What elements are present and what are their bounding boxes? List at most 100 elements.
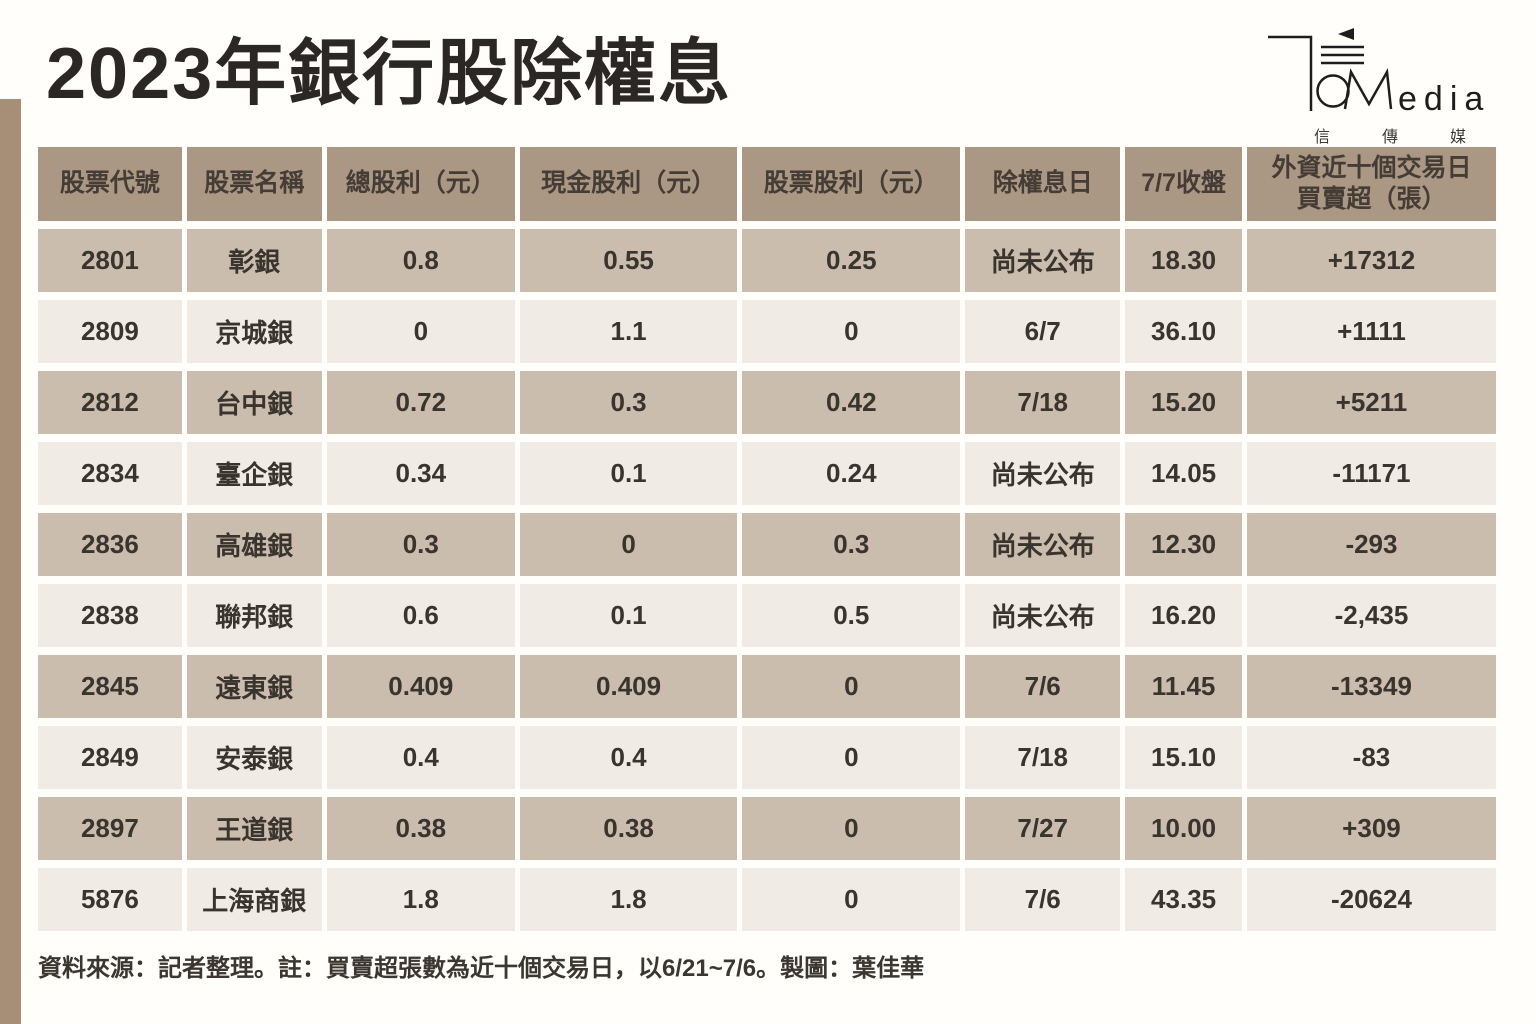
table-row: 2801 彰銀 0.8 0.55 0.25 尚未公布 18.30 +17312 <box>38 229 1496 292</box>
table-cell: 高雄銀 <box>186 513 322 576</box>
table-cell: 12.30 <box>1125 513 1242 576</box>
table-cell: -11171 <box>1246 442 1496 505</box>
column-header: 現金股利（元） <box>519 147 738 221</box>
table-cell: 0.409 <box>519 655 738 718</box>
table-cell: 2836 <box>38 513 182 576</box>
table-row: 2809 京城銀 0 1.1 0 6/7 36.10 +1111 <box>38 300 1496 363</box>
table-cell: 1.8 <box>519 868 738 931</box>
table-cell: +5211 <box>1246 371 1496 434</box>
table-cell: -13349 <box>1246 655 1496 718</box>
table-cell: -2,435 <box>1246 584 1496 647</box>
table-cell: 安泰銀 <box>186 726 322 789</box>
table-cell: 7/18 <box>965 726 1121 789</box>
table-cell: 遠東銀 <box>186 655 322 718</box>
table-cell: 0.72 <box>326 371 515 434</box>
table-cell: 2838 <box>38 584 182 647</box>
table-cell: 2834 <box>38 442 182 505</box>
column-header: 除權息日 <box>965 147 1121 221</box>
table-header-row: 股票代號 股票名稱 總股利（元） 現金股利（元） 股票股利（元） 除權息日 7/7收盤 外資近… <box>38 147 1496 221</box>
table-row: 2834 臺企銀 0.34 0.1 0.24 尚未公布 14.05 -11171 <box>38 442 1496 505</box>
table-cell: 0.3 <box>326 513 515 576</box>
table-row: 2897 王道銀 0.38 0.38 0 7/27 10.00 +309 <box>38 797 1496 860</box>
table-cell: 0.1 <box>519 442 738 505</box>
table-cell: 7/6 <box>965 868 1121 931</box>
table-cell: 14.05 <box>1125 442 1242 505</box>
table-cell: 尚未公布 <box>965 513 1121 576</box>
table-row: 2838 聯邦銀 0.6 0.1 0.5 尚未公布 16.20 -2,435 <box>38 584 1496 647</box>
table-cell: 0.6 <box>326 584 515 647</box>
footnote: 資料來源：記者整理。註：買賣超張數為近十個交易日，以6/21~7/6。製圖：葉佳… <box>38 955 925 982</box>
column-header: 總股利（元） <box>326 147 515 221</box>
column-header: 股票代號 <box>38 147 182 221</box>
table-cell: 2845 <box>38 655 182 718</box>
table-cell: 0.409 <box>326 655 515 718</box>
table-cell: 2809 <box>38 300 182 363</box>
table-cell: 36.10 <box>1125 300 1242 363</box>
table-cell: 尚未公布 <box>965 442 1121 505</box>
table-cell: 0.42 <box>742 371 961 434</box>
table-cell: 0 <box>326 300 515 363</box>
dividend-table: 股票代號 股票名稱 總股利（元） 現金股利（元） 股票股利（元） 除權息日 7/7收盤 外資近… <box>33 139 1501 939</box>
table-cell: 尚未公布 <box>965 584 1121 647</box>
table-cell: +309 <box>1246 797 1496 860</box>
table-row: 2845 遠東銀 0.409 0.409 0 7/6 11.45 -13349 <box>38 655 1496 718</box>
logo-wordmark: edia <box>1398 80 1490 118</box>
table-cell: 0.5 <box>742 584 961 647</box>
logo-subtext: 信傳媒 <box>1314 128 1518 146</box>
table-cell: 6/7 <box>965 300 1121 363</box>
table-cell: 0.38 <box>326 797 515 860</box>
table-cell: 王道銀 <box>186 797 322 860</box>
table-cell: 5876 <box>38 868 182 931</box>
table-row: 2849 安泰銀 0.4 0.4 0 7/18 15.10 -83 <box>38 726 1496 789</box>
table-cell: 2812 <box>38 371 182 434</box>
table-row: 2836 高雄銀 0.3 0 0.3 尚未公布 12.30 -293 <box>38 513 1496 576</box>
table-row: 2812 台中銀 0.72 0.3 0.42 7/18 15.20 +5211 <box>38 371 1496 434</box>
table-cell: 0.55 <box>519 229 738 292</box>
table-cell: 0.3 <box>519 371 738 434</box>
table-cell: -20624 <box>1246 868 1496 931</box>
table-cell: 0.38 <box>519 797 738 860</box>
table-cell: 18.30 <box>1125 229 1242 292</box>
table-cell: 7/18 <box>965 371 1121 434</box>
table-cell: 0.3 <box>742 513 961 576</box>
table-cell: 台中銀 <box>186 371 322 434</box>
table-cell: 上海商銀 <box>186 868 322 931</box>
table-cell: 10.00 <box>1125 797 1242 860</box>
table-cell: 7/6 <box>965 655 1121 718</box>
table-cell: +17312 <box>1246 229 1496 292</box>
table-cell: 0.4 <box>326 726 515 789</box>
table-cell: 2897 <box>38 797 182 860</box>
table-row: 5876 上海商銀 1.8 1.8 0 7/6 43.35 -20624 <box>38 868 1496 931</box>
table-cell: 15.20 <box>1125 371 1242 434</box>
table-cell: 16.20 <box>1125 584 1242 647</box>
table-body: 2801 彰銀 0.8 0.55 0.25 尚未公布 18.30 +17312 2809 京城銀 0… <box>38 229 1496 931</box>
table-cell: 京城銀 <box>186 300 322 363</box>
column-header: 外資近十個交易日 買賣超（張） <box>1246 147 1496 221</box>
table-cell: 7/27 <box>965 797 1121 860</box>
page-title: 2023年銀行股除權息 <box>46 34 733 114</box>
table-cell: 0 <box>742 655 961 718</box>
table-cell: 0 <box>742 726 961 789</box>
table-cell: 1.1 <box>519 300 738 363</box>
table-cell: -83 <box>1246 726 1496 789</box>
column-header: 股票名稱 <box>186 147 322 221</box>
table-cell: 43.35 <box>1125 868 1242 931</box>
table-cell: 0 <box>742 300 961 363</box>
table-cell: 15.10 <box>1125 726 1242 789</box>
table-cell: 1.8 <box>326 868 515 931</box>
table-cell: 0 <box>742 797 961 860</box>
table-cell: 11.45 <box>1125 655 1242 718</box>
table-cell: +1111 <box>1246 300 1496 363</box>
table-cell: 0.1 <box>519 584 738 647</box>
column-header: 7/7收盤 <box>1125 147 1242 221</box>
table-cell: 0.4 <box>519 726 738 789</box>
table-cell: 0 <box>519 513 738 576</box>
table-cell: 0.25 <box>742 229 961 292</box>
table-cell: 彰銀 <box>186 229 322 292</box>
table-cell: 聯邦銀 <box>186 584 322 647</box>
table-cell: 尚未公布 <box>965 229 1121 292</box>
table-cell: 0.24 <box>742 442 961 505</box>
table-cell: 0.8 <box>326 229 515 292</box>
left-accent-bar <box>0 99 21 1024</box>
cmedia-logo: edia 信傳媒 <box>1218 14 1518 149</box>
